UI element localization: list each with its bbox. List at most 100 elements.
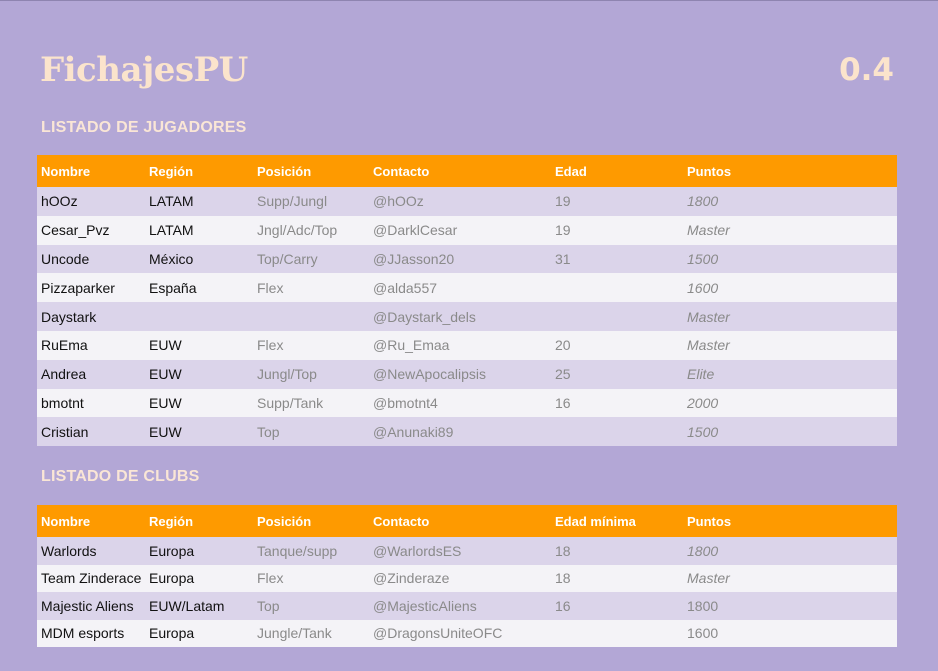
app-title: FichajesPU [40,50,248,90]
player-region: EUW [149,337,182,354]
player-name: Andrea [41,366,87,383]
club-position: Flex [257,570,284,587]
app-version: 0.4 [839,52,894,88]
players-section-title: LISTADO DE JUGADORES [41,119,247,136]
header-nombre: Nombre [41,163,91,179]
table-row: Cesar_Pvz LATAM Jngl/Adc/Top @DarklCesar… [37,215,897,245]
table-row: Daystark @Daystark_dels Master [37,302,897,331]
club-position: Jungle/Tank [257,625,332,642]
player-name: hOOz [41,193,78,210]
header-puntos: Puntos [687,513,732,529]
top-border [0,0,938,1]
player-age: 19 [555,222,571,239]
club-min-age: 16 [555,597,571,614]
club-points: 1800 [687,597,719,614]
clubs-section-title: LISTADO DE CLUBS [41,468,200,485]
player-position: Jngl/Adc/Top [257,222,338,239]
club-contact: @MajesticAliens [373,597,477,614]
player-region: LATAM [149,193,194,210]
player-name: bmotnt [41,394,84,411]
player-position: Jungl/Top [257,366,317,383]
club-contact: @DragonsUniteOFC [373,625,503,642]
club-name: Team Zinderace [41,570,142,587]
player-contact: @Anunaki89 [373,423,454,440]
table-row: hOOz LATAM Supp/Jungl @hOOz 19 1800 [37,187,897,216]
table-row: MDM esports Europa Jungle/Tank @DragonsU… [37,619,897,647]
player-position: Top [257,423,280,440]
club-name: Warlords [41,542,97,559]
table-row: Uncode México Top/Carry @JJasson20 31 15… [37,244,897,274]
player-age: 25 [555,366,571,383]
club-min-age: 18 [555,542,571,559]
header-nombre: Nombre [41,513,91,529]
player-contact: @bmotnt4 [373,394,438,411]
table-row: Team Zinderace Europa Flex @Zinderaze 18… [37,564,897,592]
club-min-age: 18 [555,570,571,587]
header-contacto: Contacto [373,513,430,529]
player-region: México [149,250,194,267]
players-table-header: Nombre Región Posición Contacto Edad Pun… [37,155,897,187]
club-name: MDM esports [41,625,125,642]
table-row: Majestic Aliens EUW/Latam Top @MajesticA… [37,592,897,620]
player-name: RuEma [41,337,88,354]
player-position: Supp/Tank [257,394,324,411]
player-contact: @Daystark_dels [373,308,476,325]
header-contacto: Contacto [373,163,430,179]
club-contact: @WarlordsES [373,542,462,559]
table-row: Warlords Europa Tanque/supp @WarlordsES … [37,537,897,565]
header-posicion: Posición [257,163,312,179]
player-age: 31 [555,250,571,267]
club-points: 1600 [687,625,719,642]
club-name: Majestic Aliens [41,597,134,614]
player-points: 1500 [687,423,719,440]
club-points: 1800 [687,542,719,559]
club-region: Europa [149,570,195,587]
club-contact: @Zinderaze [373,570,450,587]
clubs-table: Nombre Región Posición Contacto Edad mín… [37,505,897,647]
player-points: 1800 [687,193,719,210]
table-row: Andrea EUW Jungl/Top @NewApocalipsis 25 … [37,359,897,389]
player-points: 2000 [687,394,719,411]
player-position: Supp/Jungl [257,193,328,210]
player-points: Master [687,222,730,239]
player-age: 20 [555,337,571,354]
player-name: Pizzaparker [41,279,115,296]
clubs-table-header: Nombre Región Posición Contacto Edad mín… [37,505,897,537]
club-position: Tanque/supp [257,542,338,559]
player-contact: @hOOz [373,193,424,210]
player-points: Elite [687,366,715,383]
header-posicion: Posición [257,513,312,529]
player-points: 1500 [687,250,719,267]
player-points: 1600 [687,279,719,296]
player-points: Master [687,337,730,354]
club-region: Europa [149,625,195,642]
header-region: Región [149,163,194,179]
table-row: RuEma EUW Flex @Ru_Emaa 20 Master [37,330,897,360]
player-region: España [149,279,197,296]
player-age: 16 [555,394,571,411]
player-name: Cristian [41,423,89,440]
header-puntos: Puntos [687,163,732,179]
club-region: Europa [149,542,195,559]
player-points: Master [687,308,730,325]
player-contact: @NewApocalipsis [373,366,487,383]
player-contact: @Ru_Emaa [373,337,450,354]
player-age: 19 [555,193,571,210]
table-row: Pizzaparker España Flex @alda557 1600 [37,273,897,303]
header-edad-minima: Edad mínima [555,513,636,529]
player-contact: @alda557 [373,279,438,296]
player-position: Flex [257,279,284,296]
player-name: Cesar_Pvz [41,222,110,239]
club-points: Master [687,570,730,587]
player-contact: @DarklCesar [373,222,458,239]
player-contact: @JJasson20 [373,250,455,267]
player-region: LATAM [149,222,194,239]
club-region: EUW/Latam [149,597,225,614]
player-region: EUW [149,423,182,440]
club-position: Top [257,597,280,614]
player-name: Daystark [41,308,97,325]
players-table: Nombre Región Posición Contacto Edad Pun… [37,155,897,447]
player-position: Flex [257,337,284,354]
header-region: Región [149,513,194,529]
player-region: EUW [149,394,182,411]
